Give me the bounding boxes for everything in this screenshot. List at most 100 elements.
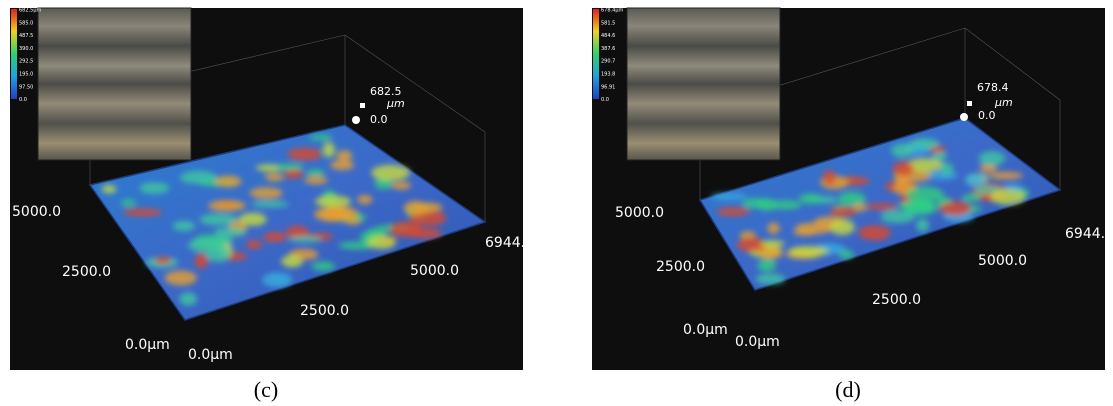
peak: [866, 203, 897, 209]
peak: [315, 196, 351, 208]
peak: [742, 198, 767, 208]
peak: [246, 240, 261, 249]
peak: [214, 227, 246, 236]
z-marker: [360, 103, 365, 108]
peak: [755, 274, 785, 284]
x-axis-label: 2500.0: [300, 303, 349, 319]
y-axis-label: 2500.0: [62, 264, 111, 280]
peak: [757, 259, 776, 272]
peak: [215, 176, 242, 188]
peak: [180, 171, 217, 184]
peak: [916, 218, 929, 231]
colorbar: [11, 9, 17, 99]
peak: [284, 169, 303, 179]
x-axis-label: 5000.0: [410, 263, 459, 279]
colorbar-label: 292.5: [19, 59, 33, 65]
peak: [989, 172, 1023, 180]
colorbar-label: 195.0: [19, 72, 33, 78]
figure: 682.5μm585.0487.5390.0292.5195.097.500.0…: [0, 0, 1113, 406]
peak: [357, 195, 373, 204]
peak: [839, 250, 854, 259]
peak: [898, 202, 935, 210]
peak: [139, 182, 169, 194]
peak: [250, 187, 283, 198]
peak: [371, 165, 410, 181]
peak: [858, 225, 890, 240]
peak: [251, 201, 288, 208]
panel: 682.5μm585.0487.5390.0292.5195.097.500.0…: [10, 8, 534, 371]
peak: [123, 209, 162, 217]
peak: [346, 218, 361, 224]
colorbar-label: 487.5: [19, 33, 33, 39]
y-axis-label: 0.0μm: [683, 322, 728, 338]
peak: [281, 255, 303, 267]
peak: [823, 170, 836, 185]
peak: [760, 240, 785, 247]
peak: [314, 207, 351, 221]
z-min-label: 0.0: [370, 113, 388, 126]
colorbar-label: 97.50: [19, 84, 33, 90]
y-axis-label: 5000.0: [12, 204, 61, 220]
peak: [932, 152, 947, 160]
peak: [769, 200, 802, 209]
colorbar-label: 96.91: [601, 84, 615, 90]
peak: [962, 194, 980, 202]
peak: [195, 254, 208, 269]
peak: [893, 161, 914, 176]
z-min-label: 0.0: [978, 109, 996, 122]
peak: [891, 144, 914, 158]
peak: [179, 292, 197, 305]
panel-label: (c): [254, 377, 278, 402]
x-axis-label: 6944.3: [1065, 226, 1113, 242]
peak: [767, 223, 779, 234]
peak: [265, 173, 284, 181]
peak: [788, 246, 828, 257]
colorbar-label: 678.4μm: [601, 8, 623, 14]
peak: [793, 229, 817, 235]
peak: [336, 150, 352, 161]
colorbar-label: 0.0: [19, 97, 27, 103]
x-axis-label: 5000.0: [978, 253, 1027, 269]
panel: 678.4μm581.5484.6387.6290.7193.896.910.0…: [592, 8, 1113, 371]
z-marker: [967, 101, 972, 106]
peak: [289, 236, 322, 242]
x-axis-label: 6944.3: [485, 235, 534, 251]
peak: [799, 193, 821, 203]
peak: [102, 185, 117, 193]
peak: [239, 213, 267, 226]
peak: [330, 160, 354, 170]
z-marker: [352, 116, 360, 124]
peak: [121, 199, 136, 206]
colorbar-label: 290.7: [601, 59, 615, 65]
peak: [367, 235, 395, 249]
peak: [287, 148, 321, 160]
peak: [940, 201, 971, 215]
peak: [990, 189, 1025, 205]
colorbar-label: 484.6: [601, 33, 615, 39]
peak: [853, 204, 868, 212]
z-unit-label: μm: [994, 96, 1013, 109]
peak: [309, 134, 332, 140]
peak: [838, 192, 866, 206]
peak: [208, 200, 246, 211]
z-marker: [960, 113, 968, 121]
peak: [392, 181, 411, 189]
peak: [165, 270, 197, 285]
peak: [830, 219, 855, 235]
panel-label: (d): [835, 377, 861, 402]
colorbar: [593, 9, 599, 99]
peak: [304, 176, 328, 184]
peak: [275, 164, 305, 170]
colorbar-label: 390.0: [19, 46, 33, 52]
peak: [894, 176, 907, 185]
colorbar-label: 193.8: [601, 72, 615, 78]
peak: [830, 207, 856, 217]
inset-photo: [627, 8, 780, 160]
colorbar-label: 682.5μm: [19, 8, 41, 14]
y-axis-label: 5000.0: [615, 205, 664, 221]
peak: [910, 138, 939, 148]
peak: [906, 186, 944, 202]
colorbar-label: 387.6: [601, 46, 615, 52]
peak: [979, 151, 1006, 165]
peak: [390, 221, 421, 237]
